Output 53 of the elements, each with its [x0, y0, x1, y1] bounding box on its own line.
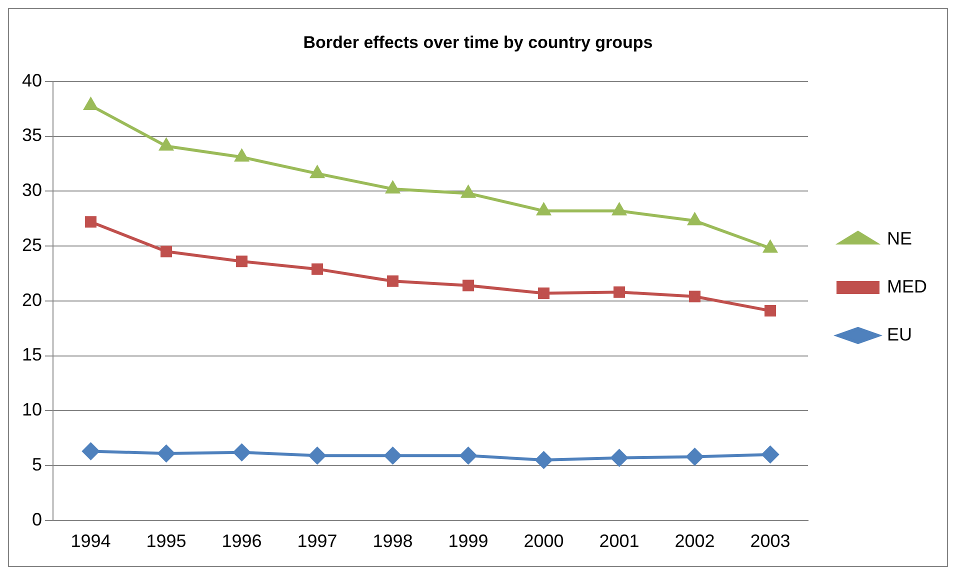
x-tick-label: 1995 — [146, 531, 186, 552]
point — [84, 98, 98, 110]
x-tick-label: 1994 — [70, 531, 111, 552]
point — [535, 452, 552, 469]
point — [538, 287, 550, 299]
point — [460, 447, 477, 464]
y-tick-label: 40 — [22, 70, 42, 90]
point — [612, 203, 626, 216]
point — [686, 448, 704, 466]
y-tick-label: 30 — [22, 180, 42, 200]
y-tick-label: 35 — [22, 125, 42, 146]
point — [614, 286, 625, 298]
y-tick-label: 20 — [22, 290, 42, 310]
point — [236, 256, 248, 268]
x-tick-label: 1997 — [297, 531, 338, 552]
point — [462, 186, 475, 198]
legend-label: EU — [887, 324, 912, 344]
point — [160, 138, 173, 151]
y-tick-label: 0 — [32, 509, 42, 530]
point — [386, 181, 400, 194]
point — [85, 216, 97, 228]
x-tick-label: 1998 — [372, 531, 413, 552]
x-tick-label: 1999 — [448, 531, 488, 552]
x-tick-label: 2001 — [599, 531, 640, 552]
point — [312, 263, 324, 275]
point — [310, 166, 324, 178]
x-tick-label: 2002 — [674, 531, 715, 552]
point — [689, 290, 700, 302]
point — [764, 305, 776, 317]
x-tick-label: 2003 — [750, 531, 790, 552]
point — [233, 444, 250, 461]
point — [537, 203, 550, 216]
legend-label: MED — [887, 276, 927, 296]
point — [235, 150, 248, 162]
point — [387, 275, 399, 287]
point — [82, 442, 100, 460]
point — [610, 449, 628, 466]
legend-label: NE — [887, 228, 912, 248]
point — [762, 446, 779, 464]
point — [308, 447, 326, 464]
point — [158, 444, 175, 462]
point — [462, 280, 474, 292]
point — [688, 213, 702, 226]
y-tick-label: 25 — [22, 234, 42, 255]
point — [384, 447, 402, 464]
point — [764, 240, 777, 253]
y-tick-label: 10 — [22, 400, 42, 420]
y-tick-label: 15 — [22, 344, 42, 365]
y-tick-label: 5 — [32, 454, 42, 474]
x-tick-label: 1996 — [222, 531, 262, 552]
chart-title: Border effects over time by country groups — [303, 32, 653, 52]
x-tick-label: 2000 — [524, 531, 564, 552]
point — [160, 246, 172, 258]
